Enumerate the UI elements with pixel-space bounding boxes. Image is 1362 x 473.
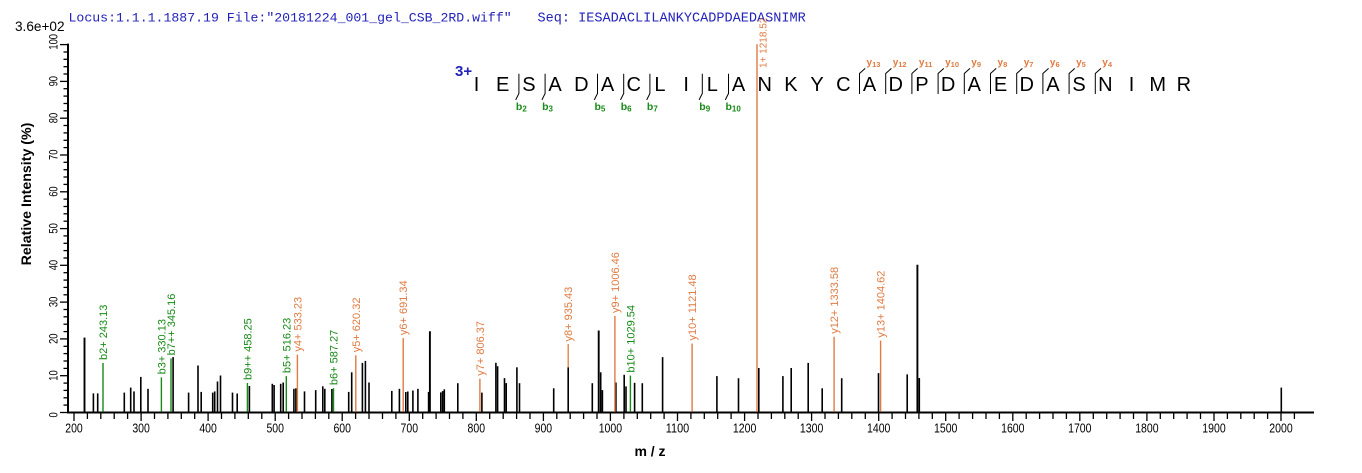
svg-text:1700: 1700 bbox=[1068, 422, 1091, 436]
svg-text:400: 400 bbox=[199, 422, 217, 436]
svg-text:b5+ 516.23: b5+ 516.23 bbox=[281, 318, 293, 373]
svg-text:y5: y5 bbox=[1076, 58, 1086, 70]
svg-text:y5+ 620.32: y5+ 620.32 bbox=[351, 298, 363, 353]
svg-text:0: 0 bbox=[49, 412, 61, 417]
svg-text:50: 50 bbox=[49, 223, 61, 233]
svg-text:E: E bbox=[496, 74, 509, 96]
svg-text:D: D bbox=[574, 74, 588, 96]
svg-text:y6: y6 bbox=[1050, 58, 1060, 70]
svg-text:500: 500 bbox=[266, 422, 284, 436]
svg-text:b7++ 345.16: b7++ 345.16 bbox=[166, 294, 178, 356]
svg-text:R: R bbox=[1177, 74, 1191, 96]
svg-text:L: L bbox=[654, 74, 665, 96]
svg-text:y10: y10 bbox=[945, 58, 959, 70]
svg-text:100: 100 bbox=[49, 34, 61, 50]
svg-text:20: 20 bbox=[49, 334, 61, 344]
svg-text:m / z: m / z bbox=[634, 443, 665, 459]
svg-text:y7+ 806.37: y7+ 806.37 bbox=[475, 321, 487, 376]
svg-text:1300: 1300 bbox=[800, 422, 823, 436]
svg-text:D: D bbox=[888, 74, 902, 96]
svg-text:90: 90 bbox=[49, 76, 61, 86]
svg-text:y4: y4 bbox=[1102, 58, 1113, 70]
svg-text:b6+ 587.27: b6+ 587.27 bbox=[329, 330, 341, 385]
svg-text:900: 900 bbox=[535, 422, 553, 436]
svg-text:b3: b3 bbox=[542, 101, 553, 114]
svg-text:y8: y8 bbox=[998, 58, 1008, 70]
svg-text:b10: b10 bbox=[726, 101, 742, 114]
svg-text:40: 40 bbox=[49, 260, 61, 270]
svg-text:200: 200 bbox=[65, 422, 83, 436]
svg-text:60: 60 bbox=[49, 186, 61, 196]
svg-text:3+: 3+ bbox=[455, 63, 472, 80]
svg-text:Relative Intensity (%): Relative Intensity (%) bbox=[19, 122, 35, 265]
svg-text:C: C bbox=[836, 74, 850, 96]
svg-text:1400: 1400 bbox=[867, 422, 890, 436]
svg-text:1200: 1200 bbox=[733, 422, 756, 436]
svg-text:b7: b7 bbox=[647, 101, 658, 114]
svg-text:N: N bbox=[1098, 74, 1112, 96]
svg-text:600: 600 bbox=[333, 422, 351, 436]
svg-text:y9: y9 bbox=[971, 58, 981, 70]
svg-text:K: K bbox=[784, 74, 798, 96]
svg-text:A: A bbox=[968, 74, 982, 96]
svg-text:y13: y13 bbox=[867, 58, 881, 70]
svg-text:y4+ 533.23: y4+ 533.23 bbox=[292, 297, 304, 352]
svg-text:E: E bbox=[994, 74, 1007, 96]
svg-text:L: L bbox=[707, 74, 718, 96]
svg-text:Y: Y bbox=[810, 74, 823, 96]
svg-text:y10+ 1121.48: y10+ 1121.48 bbox=[687, 274, 699, 340]
svg-text:I: I bbox=[1129, 74, 1135, 96]
svg-text:C: C bbox=[626, 74, 640, 96]
svg-text:700: 700 bbox=[401, 422, 419, 436]
svg-text:70: 70 bbox=[49, 150, 61, 160]
svg-text:b2+ 243.13: b2+ 243.13 bbox=[98, 305, 110, 360]
svg-text:y11: y11 bbox=[919, 58, 933, 70]
svg-text:A: A bbox=[1046, 74, 1060, 96]
svg-text:b6: b6 bbox=[621, 101, 632, 114]
svg-text:P: P bbox=[915, 74, 928, 96]
svg-text:Seq: IESADACLILANKYCADPDAEDASN: Seq: IESADACLILANKYCADPDAEDASNIMR bbox=[538, 12, 806, 27]
svg-text:2000: 2000 bbox=[1269, 422, 1292, 436]
svg-text:y13+ 1404.62: y13+ 1404.62 bbox=[876, 271, 888, 338]
svg-text:I: I bbox=[683, 74, 689, 96]
svg-text:1100: 1100 bbox=[666, 422, 689, 436]
svg-text:y12+ 1333.58: y12+ 1333.58 bbox=[829, 267, 841, 334]
svg-text:I: I bbox=[474, 74, 480, 96]
svg-text:N: N bbox=[757, 74, 771, 96]
svg-text:b2: b2 bbox=[516, 101, 527, 114]
svg-text:b9: b9 bbox=[699, 101, 710, 114]
svg-text:10: 10 bbox=[49, 370, 61, 380]
svg-text:D: D bbox=[941, 74, 955, 96]
svg-text:Locus:1.1.1.1887.19 File:"2018: Locus:1.1.1.1887.19 File:"20181224_001_g… bbox=[69, 11, 512, 26]
svg-text:800: 800 bbox=[468, 422, 486, 436]
svg-text:1600: 1600 bbox=[1001, 422, 1024, 436]
svg-text:D: D bbox=[1019, 74, 1033, 96]
svg-text:b9++ 458.25: b9++ 458.25 bbox=[242, 318, 254, 380]
svg-text:1000: 1000 bbox=[599, 422, 622, 436]
svg-text:y6+ 691.34: y6+ 691.34 bbox=[398, 280, 410, 335]
svg-text:80: 80 bbox=[49, 113, 61, 123]
svg-text:b3+ 330.13: b3+ 330.13 bbox=[156, 319, 168, 374]
svg-text:A: A bbox=[863, 74, 877, 96]
svg-text:y12: y12 bbox=[893, 58, 907, 70]
svg-text:S: S bbox=[1072, 74, 1085, 96]
svg-text:y9+ 1006.46: y9+ 1006.46 bbox=[610, 252, 622, 313]
svg-text:y8+ 935.43: y8+ 935.43 bbox=[563, 287, 575, 342]
svg-text:1+ 1218.52: 1+ 1218.52 bbox=[759, 17, 770, 68]
svg-text:1500: 1500 bbox=[934, 422, 957, 436]
svg-text:3.6e+02: 3.6e+02 bbox=[15, 19, 65, 34]
svg-text:b5: b5 bbox=[595, 101, 606, 114]
svg-text:S: S bbox=[522, 74, 535, 96]
svg-text:300: 300 bbox=[132, 422, 150, 436]
svg-text:M: M bbox=[1149, 74, 1166, 96]
svg-text:b10+ 1029.54: b10+ 1029.54 bbox=[625, 305, 637, 373]
svg-text:A: A bbox=[548, 74, 562, 96]
svg-text:A: A bbox=[601, 74, 615, 96]
svg-text:1800: 1800 bbox=[1135, 422, 1158, 436]
svg-text:A: A bbox=[732, 74, 746, 96]
svg-text:1900: 1900 bbox=[1202, 422, 1225, 436]
svg-text:30: 30 bbox=[49, 297, 61, 307]
svg-text:y7: y7 bbox=[1024, 58, 1034, 70]
